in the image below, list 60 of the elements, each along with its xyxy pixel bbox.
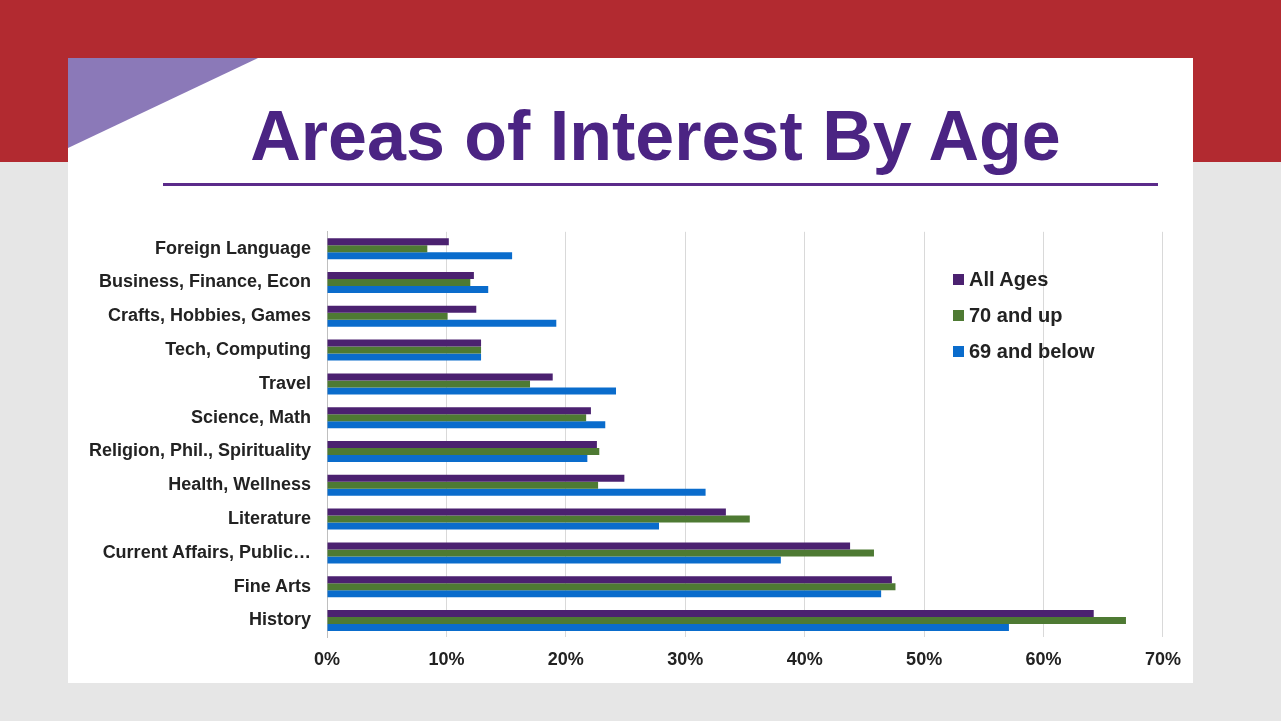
bar <box>327 508 726 516</box>
bar <box>327 312 448 320</box>
x-tick-label: 40% <box>786 649 823 670</box>
bar <box>327 339 482 347</box>
bar <box>327 380 531 388</box>
x-tick-label: 10% <box>428 649 465 670</box>
bar <box>327 522 660 530</box>
y-tick-label: Science, Math <box>190 406 311 427</box>
bar <box>327 387 617 395</box>
x-tick-label: 60% <box>1025 649 1062 670</box>
bar <box>327 305 477 313</box>
bar <box>327 346 482 354</box>
bar <box>327 576 892 584</box>
x-tick-label: 30% <box>667 649 704 670</box>
bar <box>327 353 482 361</box>
x-tick-label: 0% <box>313 649 341 670</box>
bar <box>327 623 1009 631</box>
bar <box>327 252 513 260</box>
bar <box>327 610 1094 618</box>
bar <box>327 421 606 429</box>
bar <box>327 272 474 280</box>
bar <box>327 515 750 523</box>
y-tick-label: Foreign Language <box>154 237 311 258</box>
bar <box>327 407 591 415</box>
bar <box>327 474 625 482</box>
y-tick-label: Religion, Phil., Spirituality <box>88 440 311 461</box>
y-tick-label: Tech, Computing <box>165 339 311 360</box>
y-tick-label: History <box>248 609 311 630</box>
bar <box>327 285 489 293</box>
y-tick-label: Business, Finance, Econ <box>98 271 311 292</box>
bar <box>327 590 882 598</box>
bar <box>327 583 896 591</box>
y-tick-label: Current Affairs, Public… <box>102 541 311 562</box>
bar <box>327 238 449 246</box>
bar <box>327 454 588 462</box>
x-tick-label: 50% <box>906 649 943 670</box>
bar <box>327 319 557 327</box>
x-tick-label: 70% <box>1144 649 1181 670</box>
bar <box>327 441 597 449</box>
bar <box>327 617 1126 624</box>
bar <box>327 414 587 422</box>
bar <box>327 245 428 253</box>
y-tick-label: Fine Arts <box>233 575 311 596</box>
chart-title: Areas of Interest By Age <box>249 96 1062 176</box>
y-tick-label: Travel <box>258 372 311 393</box>
bar <box>327 448 600 455</box>
bar <box>327 488 706 496</box>
legend-label: All Ages <box>969 267 1049 291</box>
y-tick-label: Crafts, Hobbies, Games <box>107 305 311 326</box>
bar <box>327 549 874 557</box>
x-tick-label: 20% <box>547 649 584 670</box>
bar <box>327 481 599 489</box>
legend-label: 70 and up <box>969 303 1063 327</box>
legend-label: 69 and below <box>969 339 1095 363</box>
bar <box>327 556 781 564</box>
y-tick-label: Literature <box>227 508 311 529</box>
bar <box>327 373 553 381</box>
bar <box>327 542 851 550</box>
bar <box>327 279 471 286</box>
y-tick-label: Health, Wellness <box>168 474 311 495</box>
